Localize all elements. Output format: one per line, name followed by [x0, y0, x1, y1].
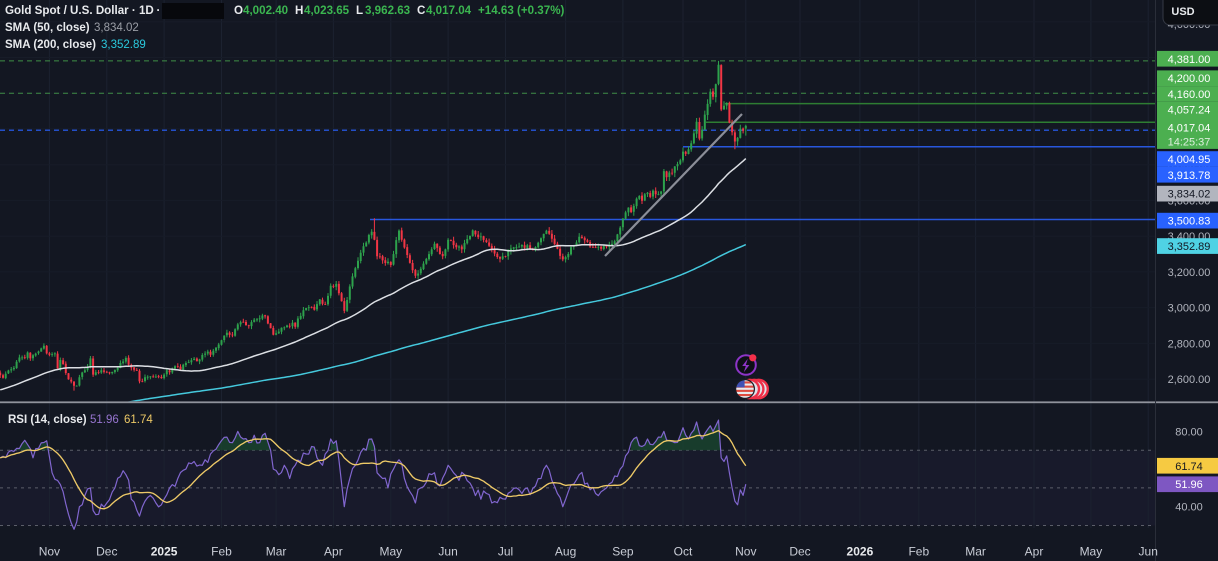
svg-text:3,200.00: 3,200.00 [1168, 267, 1211, 279]
svg-text:14:25:37: 14:25:37 [1168, 136, 1211, 148]
svg-text:3,913.78: 3,913.78 [1168, 170, 1211, 182]
svg-text:61.74: 61.74 [1175, 461, 1203, 473]
svg-text:RSI (14, close): RSI (14, close) [8, 414, 87, 426]
svg-text:O: O [234, 4, 243, 17]
svg-text:3,834.02: 3,834.02 [1168, 189, 1211, 201]
svg-text:C: C [417, 4, 426, 17]
svg-text:USD: USD [1171, 6, 1194, 18]
svg-text:Feb: Feb [211, 545, 232, 559]
svg-text:4,002.40: 4,002.40 [243, 4, 288, 17]
svg-text:51.96: 51.96 [90, 414, 119, 426]
svg-text:4,023.65: 4,023.65 [304, 4, 350, 17]
svg-text:Nov: Nov [39, 545, 60, 559]
svg-text:3,000.00: 3,000.00 [1168, 303, 1211, 315]
svg-text:3,500.83: 3,500.83 [1168, 216, 1211, 228]
svg-text:SMA (200, close): SMA (200, close) [5, 39, 96, 51]
svg-text:H: H [295, 4, 303, 17]
svg-text:Dec: Dec [789, 545, 810, 559]
svg-text:4,017.04: 4,017.04 [426, 4, 472, 17]
svg-text:4,200.00: 4,200.00 [1168, 73, 1211, 85]
svg-text:80.00: 80.00 [1175, 426, 1203, 438]
svg-text:4,381.00: 4,381.00 [1168, 54, 1211, 66]
svg-text:40.00: 40.00 [1175, 502, 1203, 514]
svg-text:Nov: Nov [735, 545, 756, 559]
svg-text:Oct: Oct [674, 545, 693, 559]
svg-text:SMA (50, close): SMA (50, close) [5, 22, 90, 34]
svg-text:Dec: Dec [96, 545, 117, 559]
svg-text:3,962.63: 3,962.63 [365, 4, 411, 17]
svg-text:Feb: Feb [908, 545, 929, 559]
svg-text:3,352.89: 3,352.89 [1168, 241, 1211, 253]
svg-text:L: L [356, 4, 363, 17]
svg-text:3,352.89: 3,352.89 [101, 39, 146, 51]
svg-text:4,004.95: 4,004.95 [1168, 154, 1211, 166]
svg-text:2025: 2025 [151, 545, 178, 559]
svg-text:Jul: Jul [498, 545, 513, 559]
svg-text:3,834.02: 3,834.02 [94, 22, 139, 34]
svg-text:4,160.00: 4,160.00 [1168, 89, 1211, 101]
svg-text:Apr: Apr [324, 545, 343, 559]
svg-text:Aug: Aug [555, 545, 576, 559]
svg-text:Apr: Apr [1025, 545, 1044, 559]
svg-text:4,057.24: 4,057.24 [1168, 105, 1211, 117]
svg-text:51.96: 51.96 [1175, 479, 1203, 491]
svg-text:Mar: Mar [266, 545, 287, 559]
svg-text:May: May [1080, 545, 1103, 559]
svg-text:2,800.00: 2,800.00 [1168, 338, 1211, 350]
svg-text:+14.63 (+0.37%): +14.63 (+0.37%) [478, 4, 565, 17]
svg-text:4,017.04: 4,017.04 [1168, 123, 1211, 135]
svg-text:2026: 2026 [847, 545, 874, 559]
svg-text:Sep: Sep [612, 545, 634, 559]
svg-text:61.74: 61.74 [124, 414, 153, 426]
svg-text:Gold Spot / U.S. Dollar · 1D: Gold Spot / U.S. Dollar · 1D [5, 4, 154, 17]
svg-text:Jun: Jun [438, 545, 457, 559]
svg-text:Mar: Mar [965, 545, 986, 559]
svg-text:2,600.00: 2,600.00 [1168, 374, 1211, 386]
svg-text:·: · [157, 4, 161, 17]
svg-text:May: May [379, 545, 402, 559]
svg-text:Jun: Jun [1139, 545, 1158, 559]
